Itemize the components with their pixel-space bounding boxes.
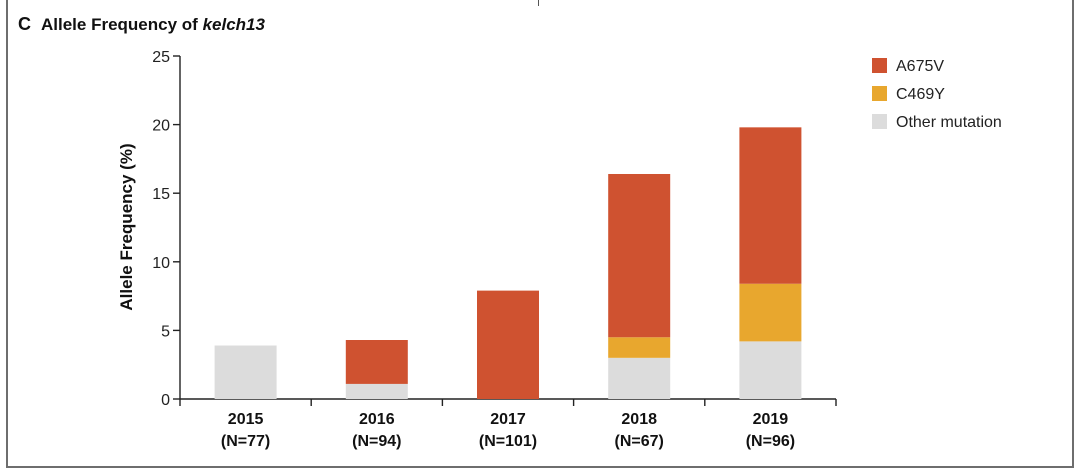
bars [214,127,802,399]
top-divider-tick [538,0,539,6]
bar-segment [739,341,802,399]
bar-segment [739,283,802,342]
panel-title-text: Allele Frequency of [41,15,198,34]
bar-segment [345,340,408,384]
y-axis-label: Allele Frequency (%) [117,143,136,310]
bar-segment [608,337,671,358]
x-category-sublabel: (N=94) [352,433,401,450]
y-tick-label: 0 [161,392,170,409]
panel-letter: C [18,14,31,34]
panel-title-gene: kelch13 [202,15,265,34]
bar-segment [477,290,539,399]
bar-segment [739,127,802,284]
x-category-label: 2017 [490,411,526,428]
bar-segment [345,383,408,399]
x-category-sublabel: (N=101) [479,433,537,450]
legend-swatch [872,86,887,101]
x-category-label: 2015 [228,411,264,428]
x-category-label: 2016 [359,411,395,428]
y-tick-label: 10 [152,255,170,272]
y-tick-label: 25 [152,49,170,66]
legend-swatch [872,114,887,129]
y-tick-label: 20 [152,118,170,135]
x-category-label: 2019 [753,411,789,428]
bar-segment [214,345,277,399]
panel-border [6,0,1074,468]
legend-label: C469Y [896,86,945,103]
y-axis: 0 5 10 15 20 25 [152,49,181,409]
bar-segment [608,357,671,399]
x-category-sublabel: (N=96) [746,433,795,450]
x-category-label: 2018 [621,411,657,428]
x-category-sublabel: (N=77) [221,433,270,450]
y-tick-label: 15 [152,186,170,203]
panel-title: C Allele Frequency of kelch13 [18,14,265,35]
legend-label: A675V [896,58,944,75]
bar-segment [608,173,671,338]
x-category-sublabel: (N=67) [615,433,664,450]
legend: A675V C469Y Other mutation [872,58,1002,131]
legend-swatch [872,58,887,73]
legend-label: Other mutation [896,114,1002,131]
x-axis: 2015 (N=77) 2016 (N=94) 2017 (N=101) 2018 (N=67… [179,398,837,450]
y-tick-label: 5 [161,323,170,340]
